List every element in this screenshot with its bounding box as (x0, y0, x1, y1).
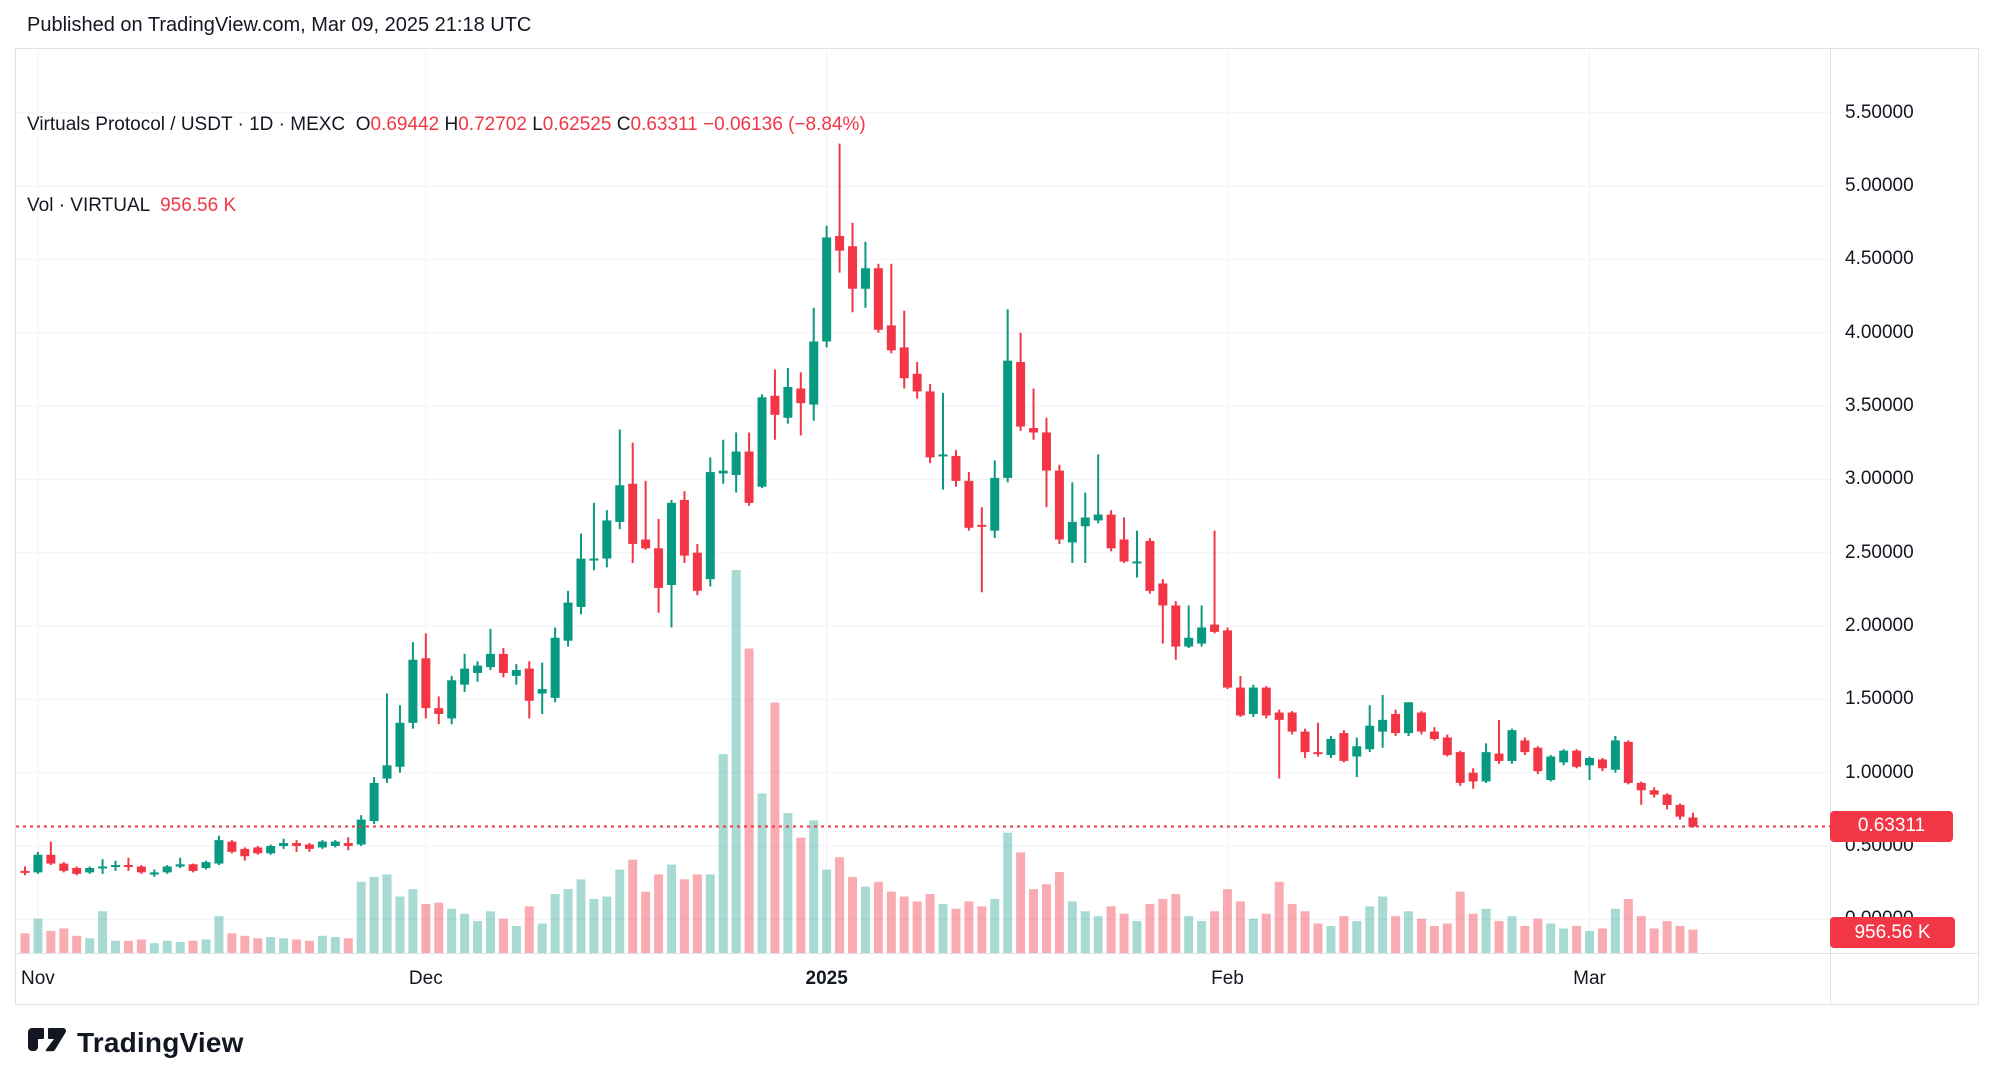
open-label: O (355, 114, 371, 135)
low-value: 0.62525 (542, 114, 612, 135)
high-label: H (444, 114, 459, 135)
time-scale-divider (15, 953, 1979, 954)
high-value: 0.72702 (458, 114, 527, 135)
low-label: L (532, 114, 543, 135)
tradingview-logo-icon (28, 1028, 66, 1052)
change-value: −0.06136 (−8.84%) (703, 114, 866, 135)
time-tick-label: 2025 (805, 968, 848, 989)
price-tick-label: 4.50000 (1845, 248, 1914, 270)
open-value: 0.69442 (370, 114, 440, 135)
volume-value: 956.56 K (160, 195, 237, 216)
time-tick-label: Feb (1211, 968, 1244, 989)
price-tick-label: 3.00000 (1845, 468, 1914, 490)
price-tick-label: 2.00000 (1845, 615, 1914, 637)
time-tick-label: Nov (21, 968, 55, 989)
time-tick-label: Dec (408, 968, 443, 989)
price-tick-label: 4.00000 (1845, 321, 1914, 343)
price-tick-label: 1.50000 (1845, 688, 1914, 710)
price-tick-label: 5.00000 (1845, 175, 1914, 197)
legend-symbol-row: Virtuals Protocol / USDT · 1D · MEXC O0.… (27, 111, 866, 138)
brand-footer[interactable]: TradingView (27, 1022, 244, 1064)
symbol-title: Virtuals Protocol / USDT · 1D · MEXC (27, 114, 346, 135)
volume-title: Vol · VIRTUAL (27, 195, 150, 216)
price-tick-label: 1.00000 (1845, 761, 1914, 783)
last-price-label: 0.63311 (1830, 810, 1953, 842)
time-scale[interactable]: Nov Dec 2025 Feb Mar (15, 953, 1831, 1005)
price-tick-label: 2.50000 (1845, 541, 1914, 563)
published-header: Published on TradingView.com, Mar 09, 20… (27, 14, 532, 36)
time-tick-label: Mar (1573, 968, 1606, 989)
legend-volume-row: Vol · VIRTUAL 956.56 K (27, 192, 866, 219)
price-tick-label: 3.50000 (1845, 395, 1914, 417)
price-scale-divider (1830, 48, 1831, 1005)
close-label: C (616, 114, 631, 135)
close-value: 0.63311 (630, 114, 698, 135)
legend: Virtuals Protocol / USDT · 1D · MEXC O0.… (27, 57, 866, 246)
brand-name: TradingView (77, 1027, 244, 1058)
volume-label: 956.56 K (1830, 917, 1955, 948)
price-tick-label: 5.50000 (1845, 101, 1914, 123)
